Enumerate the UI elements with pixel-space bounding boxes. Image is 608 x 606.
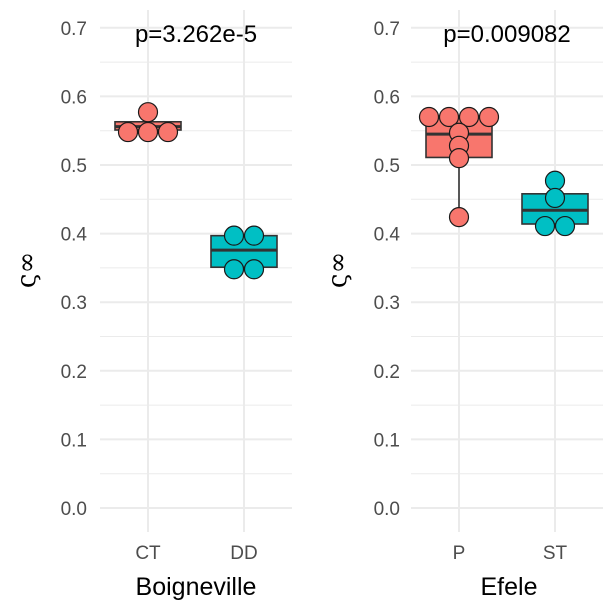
box-DD: [210, 225, 278, 280]
data-point: [544, 187, 566, 209]
data-point: [243, 225, 265, 246]
y-tick-label: 0.6: [61, 87, 87, 108]
data-point: [137, 121, 159, 143]
panel-2: 0.0 0.1 0.2 0.3 0.4 0.5 0.6 0.7 P ST p=0.009082 Efe…: [323, 10, 603, 601]
data-point: [534, 215, 556, 237]
y-tick-label: 0.4: [374, 225, 401, 246]
y-tick-label: 0.4: [61, 225, 88, 246]
y-tick-label: 0.5: [374, 156, 400, 177]
y-tick-label: 0.1: [374, 430, 400, 451]
data-point: [117, 121, 139, 143]
data-point: [418, 106, 440, 128]
box-ST: [521, 170, 589, 237]
p-value-annotation: p=0.009082: [443, 21, 570, 48]
x-tick-label: CT: [135, 543, 161, 564]
panel-1: 0.0 0.1 0.2 0.3 0.4 0.5 0.6 0.7 CT DD p=3.262e-5 Bo…: [12, 10, 292, 601]
x-tick-label: P: [453, 543, 466, 564]
y-tick-label: 0.1: [61, 430, 87, 451]
data-point: [478, 106, 500, 128]
data-point: [137, 102, 159, 123]
y-tick-label: 0.7: [61, 19, 87, 40]
box-P: [418, 106, 500, 228]
x-tick-label: DD: [230, 543, 257, 564]
y-tick-label: 0.6: [374, 87, 400, 108]
x-axis-label: Boigneville: [136, 573, 257, 601]
x-tick-label: ST: [543, 543, 568, 564]
y-tick-label: 0.7: [374, 19, 400, 40]
data-point: [223, 225, 245, 246]
data-point: [448, 148, 470, 169]
y-tick-label: 0.3: [374, 293, 400, 314]
y-tick-label: 0.2: [374, 362, 400, 383]
data-point: [157, 121, 179, 143]
y-axis-label: ς∞: [12, 252, 42, 288]
y-tick-label: 0.0: [374, 499, 400, 520]
y-tick-label: 0.5: [61, 156, 87, 177]
p-value-annotation: p=3.262e-5: [135, 21, 257, 48]
y-axis-label: ς∞: [323, 252, 353, 288]
data-point: [243, 259, 265, 280]
y-tick-label: 0.0: [61, 499, 87, 520]
data-point: [448, 207, 470, 228]
x-axis-label: Efele: [481, 573, 538, 601]
data-point: [458, 106, 480, 128]
y-tick-label: 0.2: [61, 362, 87, 383]
y-tick-label: 0.3: [61, 293, 87, 314]
box-CT: [114, 102, 182, 143]
data-point: [544, 170, 566, 191]
data-point: [223, 259, 245, 280]
data-point: [438, 106, 460, 128]
data-point: [554, 215, 576, 237]
